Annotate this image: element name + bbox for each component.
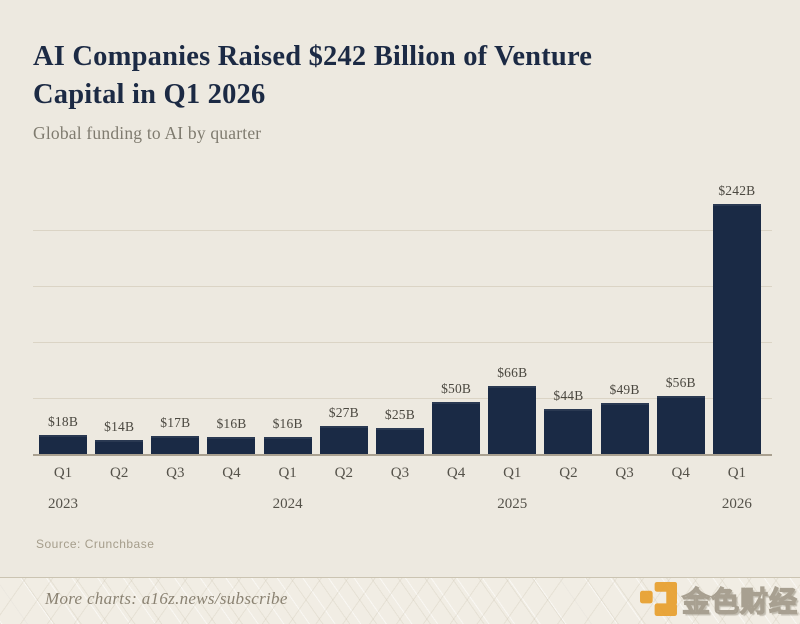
chart-subtitle: Global funding to AI by quarter bbox=[33, 123, 262, 143]
bar-value-label: $50B bbox=[441, 381, 472, 396]
year-label: 2024 bbox=[272, 496, 303, 512]
chart-title-line1: AI Companies Raised $242 Billion of Vent… bbox=[33, 41, 593, 72]
bar-value-label: $56B bbox=[665, 375, 696, 390]
quarter-label: Q4 bbox=[222, 465, 241, 481]
chart-title: AI Companies Raised $242 Billion of Vent… bbox=[33, 38, 592, 114]
x-tick: Q1 2026 bbox=[713, 465, 761, 513]
bar-value-label: $18B bbox=[47, 414, 79, 429]
bar-column: $18B bbox=[39, 414, 87, 454]
quarter-label: Q2 bbox=[109, 465, 129, 481]
bar-value-label: $44B bbox=[553, 388, 584, 403]
footer-bar: More charts: a16z.news/subscribe 金色财经 bbox=[0, 577, 800, 624]
bar bbox=[207, 437, 256, 454]
x-tick: Q3 bbox=[151, 465, 199, 513]
bar bbox=[600, 403, 649, 454]
bar-column: $66B bbox=[488, 365, 537, 454]
bar-value-label: $66B bbox=[497, 365, 528, 380]
jinse-logo-icon bbox=[639, 581, 677, 622]
quarter-label: Q3 bbox=[615, 465, 634, 481]
x-tick: Q3 bbox=[376, 465, 424, 513]
quarter-label: Q3 bbox=[166, 465, 185, 481]
quarter-label: Q1 bbox=[503, 465, 522, 481]
bar bbox=[95, 440, 144, 454]
quarter-label: Q4 bbox=[671, 465, 690, 481]
quarter-label: Q4 bbox=[446, 465, 466, 481]
chart-title-line2: Capital in Q1 2026 bbox=[33, 79, 266, 110]
x-axis-labels: Q1 2023 Q2 Q3 Q4 Q1 2024 Q2 Q3 Q4 Q1 2025 Q2 Q3 Q4 Q1 20… bbox=[39, 465, 761, 513]
gridline bbox=[33, 398, 772, 399]
bar bbox=[39, 435, 87, 454]
bar-value-label: $17B bbox=[160, 415, 191, 430]
gridline bbox=[33, 230, 772, 231]
quarter-label: Q2 bbox=[334, 465, 353, 481]
bar-column: $50B bbox=[432, 381, 481, 454]
x-tick: Q2 bbox=[95, 465, 143, 513]
bar-column: $44B bbox=[544, 388, 593, 454]
gridline bbox=[33, 286, 772, 287]
x-tick: Q1 2023 bbox=[39, 465, 87, 513]
x-tick: Q3 bbox=[601, 465, 649, 513]
quarter-label: Q2 bbox=[559, 465, 578, 481]
bar bbox=[151, 436, 200, 454]
quarter-label: Q1 bbox=[53, 465, 73, 481]
bar bbox=[432, 402, 481, 454]
watermark-text: 金色财经 bbox=[681, 584, 798, 618]
x-tick: Q4 bbox=[207, 465, 255, 513]
bar bbox=[375, 428, 424, 454]
bar bbox=[712, 204, 761, 454]
quarter-label: Q1 bbox=[278, 465, 297, 481]
year-label: 2023 bbox=[48, 496, 78, 512]
bar-value-label: $16B bbox=[272, 416, 303, 431]
bars: $18B $14B $17B $16B $16B $27B $25B $50B $66B $44B… bbox=[39, 170, 761, 454]
bar-value-label: $25B bbox=[384, 407, 415, 422]
gridline bbox=[33, 342, 772, 343]
quarter-label: Q3 bbox=[390, 465, 410, 481]
quarter-label: Q1 bbox=[727, 465, 747, 481]
bar bbox=[488, 386, 537, 454]
x-tick: Q1 2024 bbox=[264, 465, 312, 513]
bar-column: $25B bbox=[375, 407, 424, 454]
bar bbox=[263, 437, 312, 454]
x-tick: Q2 bbox=[544, 465, 592, 513]
x-tick: Q1 2025 bbox=[488, 465, 536, 513]
source-note: Source: Crunchbase bbox=[36, 537, 155, 551]
x-tick: Q4 bbox=[432, 465, 480, 513]
bar-value-label: $27B bbox=[328, 405, 359, 420]
year-label: 2025 bbox=[497, 496, 528, 512]
bar-value-label: $49B bbox=[609, 382, 640, 397]
x-tick: Q2 bbox=[320, 465, 368, 513]
bar-column: $16B bbox=[207, 416, 256, 454]
bar-column: $14B bbox=[95, 419, 144, 454]
bar-column: $242B bbox=[712, 183, 761, 454]
x-tick: Q4 bbox=[657, 465, 705, 513]
bar-value-label: $14B bbox=[104, 419, 135, 434]
bar-column: $17B bbox=[151, 415, 200, 454]
bar-column: $49B bbox=[600, 382, 649, 454]
x-axis-line bbox=[33, 454, 772, 456]
year-label: 2026 bbox=[721, 496, 752, 512]
bar bbox=[319, 426, 368, 454]
bar-column: $27B bbox=[319, 405, 368, 454]
bar bbox=[544, 409, 593, 454]
footer-subscribe-text: More charts: a16z.news/subscribe bbox=[45, 589, 288, 608]
bar-value-label: $242B bbox=[718, 183, 756, 198]
bar-column: $56B bbox=[656, 375, 705, 454]
bar-value-label: $16B bbox=[216, 416, 247, 431]
watermark: 金色财经 bbox=[639, 581, 798, 622]
bar bbox=[656, 396, 705, 454]
bar-column: $16B bbox=[263, 416, 312, 454]
